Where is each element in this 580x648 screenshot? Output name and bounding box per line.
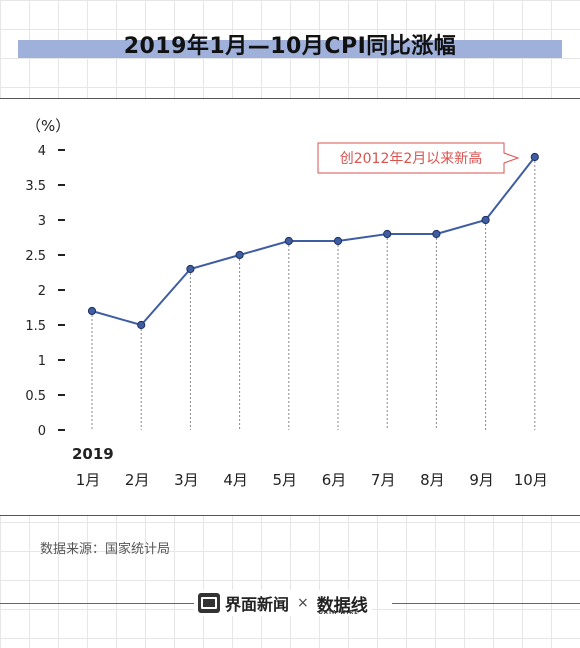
data-point — [481, 215, 490, 225]
footer-divider-right — [392, 603, 580, 604]
x-tick-label: 4月 — [223, 471, 248, 489]
x-tick-label: 6月 — [322, 471, 347, 489]
y-tick-label: 3.5 — [25, 179, 46, 194]
data-source: 数据来源：国家统计局 — [40, 542, 171, 557]
footer-divider-left — [0, 603, 196, 604]
y-tick-label: 0.5 — [25, 389, 46, 404]
jiemian-logo-icon — [198, 593, 220, 613]
y-tick-label: 1.5 — [25, 319, 46, 334]
x-tick-label: 1月 — [76, 471, 101, 489]
x-axis-year-label: 2019 — [72, 445, 114, 463]
data-point — [284, 236, 293, 246]
y-tick-label: 2 — [38, 284, 46, 299]
x-tick-label: 10月 — [514, 471, 548, 489]
y-tick-label: 4 — [38, 144, 46, 159]
title-highlight-bar — [18, 40, 562, 58]
data-point — [87, 306, 97, 316]
annotation-box — [317, 142, 520, 174]
partner-logo: 数据线 DATA WIRE — [317, 591, 368, 616]
data-point — [383, 229, 392, 239]
annotation-text: 创2012年2月以来新高 — [340, 150, 483, 167]
series-line-cpi — [91, 156, 536, 327]
x-tick-label: 2月 — [125, 471, 150, 489]
y-tick-label: 3 — [38, 214, 46, 229]
partner-name: 数据线 — [316, 595, 368, 616]
chart-title: 2019年1月—10月CPI同比涨幅 — [123, 34, 457, 59]
partner-subtitle: DATA WIRE — [318, 609, 359, 616]
data-point — [333, 236, 343, 246]
data-point — [137, 320, 146, 330]
x-tick-label: 5月 — [273, 471, 298, 489]
x-tick-label: 8月 — [420, 471, 445, 489]
y-tick-label: 0 — [38, 424, 46, 439]
y-tick-label: 1 — [38, 354, 46, 369]
data-point — [530, 152, 539, 162]
data-point — [235, 250, 244, 260]
footer-brand: 界面新闻 × 数据线 DATA WIRE — [194, 590, 372, 616]
y-tick-label: 2.5 — [25, 249, 46, 264]
y-axis-unit-label: （%） — [26, 117, 70, 135]
data-point — [432, 229, 441, 239]
x-tick-label: 9月 — [469, 471, 494, 489]
brand-name: 界面新闻 — [225, 595, 290, 614]
x-tick-label: 7月 — [371, 471, 396, 489]
data-point — [186, 264, 195, 274]
collab-separator: × — [297, 595, 309, 611]
x-tick-label: 3月 — [174, 471, 199, 489]
